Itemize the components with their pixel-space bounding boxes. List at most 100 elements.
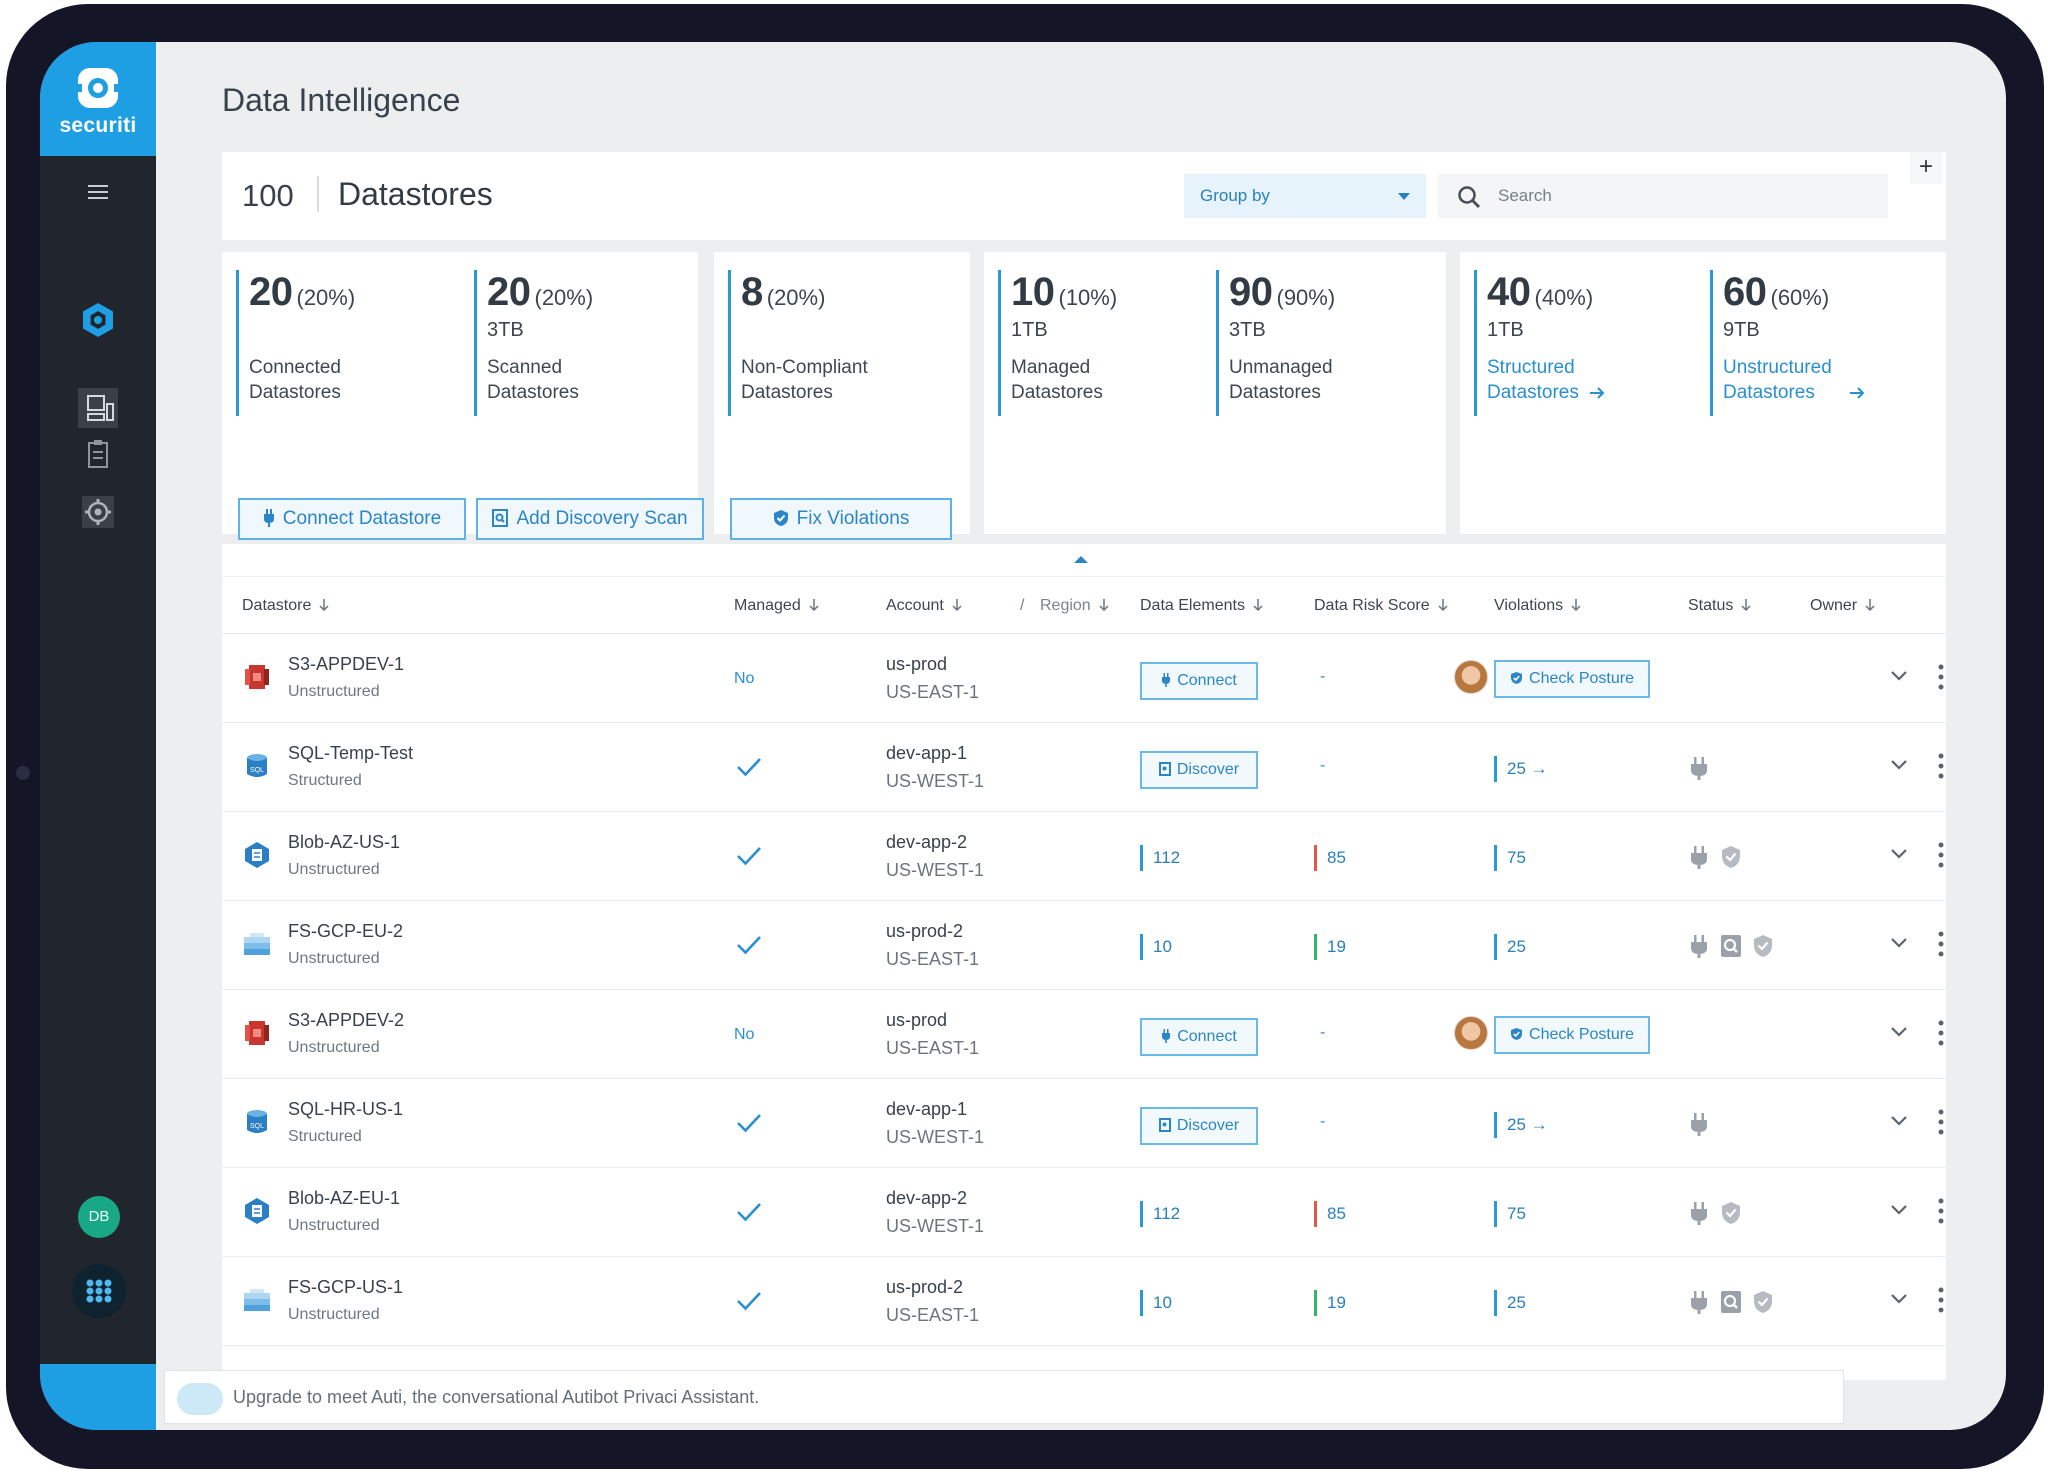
unstructured-datastores-link[interactable]: Unstructured Datastores: [1723, 355, 1913, 405]
expand-chevron-icon[interactable]: [1890, 1204, 1908, 1216]
stat-percent: (90%): [1276, 285, 1336, 310]
hamburger-menu-icon[interactable]: [84, 182, 112, 202]
expand-chevron-icon[interactable]: [1890, 1293, 1908, 1305]
col-account[interactable]: Account: [886, 597, 962, 615]
check-posture-button[interactable]: Check Posture: [1494, 1016, 1650, 1054]
violations-value[interactable]: 25 →: [1494, 756, 1548, 782]
sort-arrow-icon: [1865, 599, 1875, 611]
stat-noncompliant: 8 (20%) Non-Compliant Datastores: [728, 270, 931, 416]
col-data-risk-score[interactable]: Data Risk Score: [1314, 597, 1448, 615]
table-row[interactable]: SQL SQL-HR-US-1 Structured dev-app-1 US-WEST…: [222, 1079, 1946, 1168]
stat-structured[interactable]: 40 (40%) 1TB Structured Datastores: [1474, 270, 1677, 416]
col-datastore[interactable]: Datastore: [242, 597, 329, 615]
table-row[interactable]: S3-APPDEV-1 Unstructured No us-prod US-EAST-…: [222, 634, 1946, 723]
col-violations[interactable]: Violations: [1494, 597, 1581, 615]
row-menu-kebab-icon[interactable]: [1938, 664, 1944, 690]
connect-button[interactable]: Connect: [1140, 1018, 1258, 1056]
owner-avatar[interactable]: [1454, 660, 1488, 694]
expand-chevron-icon[interactable]: [1890, 670, 1908, 682]
table-row[interactable]: SQL SQL-Temp-Test Structured dev-app-1 US-WE…: [222, 723, 1946, 812]
row-menu-kebab-icon[interactable]: [1938, 1198, 1944, 1224]
aws-s3-icon: [245, 665, 269, 689]
col-managed[interactable]: Managed: [734, 597, 819, 615]
datastore-name[interactable]: S3-APPDEV-1: [288, 654, 405, 674]
expand-chevron-icon[interactable]: [1890, 1026, 1908, 1038]
expand-chevron-icon[interactable]: [1890, 848, 1908, 860]
caret-down-icon: [1398, 193, 1410, 200]
row-menu-kebab-icon[interactable]: [1938, 1020, 1944, 1046]
apps-grid-icon[interactable]: [72, 1264, 126, 1318]
datastore-name[interactable]: S3-APPDEV-2: [288, 1010, 405, 1030]
col-owner[interactable]: Owner: [1810, 597, 1875, 615]
assistant-banner[interactable]: Upgrade to meet Auti, the conversational…: [164, 1370, 1844, 1424]
discover-button[interactable]: Discover: [1140, 751, 1258, 789]
user-avatar[interactable]: DB: [78, 1196, 120, 1238]
brand-logo[interactable]: securiti: [40, 42, 156, 156]
account-name: dev-app-2: [886, 832, 968, 852]
row-menu-kebab-icon[interactable]: [1938, 1287, 1944, 1313]
brand-name: securiti: [59, 114, 137, 137]
connected-plug-icon: [1691, 1291, 1707, 1314]
group-by-dropdown[interactable]: Group by: [1184, 174, 1426, 218]
datastore-name[interactable]: Blob-AZ-US-1: [288, 832, 401, 852]
stat-size: 9TB: [1723, 319, 1760, 341]
stats-card-structure: 40 (40%) 1TB Structured Datastores 60 (60%)…: [1460, 252, 1946, 534]
aws-s3-icon: [245, 1021, 269, 1045]
table-row[interactable]: Blob-AZ-EU-1 Unstructured dev-app-2 US-WEST…: [222, 1168, 1946, 1257]
datastore-name[interactable]: FS-GCP-US-1: [288, 1277, 404, 1297]
scan-magnifier-icon: [1721, 935, 1741, 957]
collapse-stats-caret-icon[interactable]: [1074, 556, 1088, 563]
add-discovery-scan-button[interactable]: Add Discovery Scan: [476, 498, 704, 540]
col-data-elements[interactable]: Data Elements: [1140, 597, 1263, 615]
sort-arrow-icon: [1253, 599, 1263, 611]
connect-button[interactable]: Connect: [1140, 662, 1258, 700]
add-button[interactable]: +: [1910, 152, 1942, 184]
arrow-right-icon: [1849, 387, 1865, 399]
row-menu-kebab-icon[interactable]: [1938, 931, 1944, 957]
datastore-type: Unstructured: [288, 1039, 380, 1056]
row-menu-kebab-icon[interactable]: [1938, 1109, 1944, 1135]
violations-value[interactable]: 25 →: [1494, 1112, 1548, 1138]
row-menu-kebab-icon[interactable]: [1938, 753, 1944, 779]
structured-datastores-link[interactable]: Structured Datastores: [1487, 355, 1677, 405]
data-intelligence-nav-icon[interactable]: [78, 300, 118, 340]
datastore-name[interactable]: Blob-AZ-EU-1: [288, 1188, 401, 1208]
table-row[interactable]: S3-APPDEV-2 Unstructured No us-prod US-EAST-…: [222, 990, 1946, 1079]
data-elements-value: 10: [1140, 1290, 1172, 1316]
stat-managed: 10 (10%) 1TB Managed Datastores: [998, 270, 1201, 416]
risk-score-value: 85: [1314, 1201, 1346, 1227]
violations-value[interactable]: 25: [1494, 1290, 1526, 1316]
securiti-logo-icon: [74, 68, 122, 108]
search-box[interactable]: [1438, 174, 1888, 218]
account-name: dev-app-1: [886, 743, 968, 763]
connect-datastore-button[interactable]: Connect Datastore: [238, 498, 466, 540]
col-status[interactable]: Status: [1688, 597, 1751, 615]
stat-size: 3TB: [487, 319, 524, 341]
clipboard-nav-icon[interactable]: [78, 434, 118, 474]
owner-avatar[interactable]: [1454, 1016, 1488, 1050]
expand-chevron-icon[interactable]: [1890, 759, 1908, 771]
violations-value[interactable]: 75: [1494, 1201, 1526, 1227]
check-posture-button[interactable]: Check Posture: [1494, 660, 1650, 698]
stat-unstructured[interactable]: 60 (60%) 9TB Unstructured Datastores: [1710, 270, 1913, 416]
fix-violations-button[interactable]: Fix Violations: [730, 498, 952, 540]
col-region[interactable]: Region: [1040, 597, 1109, 615]
datastore-name[interactable]: FS-GCP-EU-2: [288, 921, 404, 941]
search-input[interactable]: [1498, 174, 1868, 218]
violations-value[interactable]: 75: [1494, 845, 1526, 871]
stat-percent: (20%): [534, 285, 594, 310]
table-row[interactable]: FS-GCP-EU-2 Unstructured us-prod-2 US-EAST-…: [222, 901, 1946, 990]
expand-chevron-icon[interactable]: [1890, 937, 1908, 949]
settings-nav-icon[interactable]: [78, 492, 118, 532]
dashboard-nav-icon[interactable]: [78, 388, 118, 428]
datastore-name[interactable]: SQL-HR-US-1: [288, 1099, 404, 1119]
row-menu-kebab-icon[interactable]: [1938, 842, 1944, 868]
expand-chevron-icon[interactable]: [1890, 1115, 1908, 1127]
connected-plug-icon: [1691, 757, 1707, 780]
table-row[interactable]: Blob-AZ-US-1 Unstructured dev-app-2 US-WEST…: [222, 812, 1946, 901]
discover-button[interactable]: Discover: [1140, 1107, 1258, 1145]
table-row[interactable]: FS-GCP-US-1 Unstructured us-prod-2 US-EAST-…: [222, 1257, 1946, 1346]
violations-value[interactable]: 25: [1494, 934, 1526, 960]
sort-arrow-icon: [1099, 599, 1109, 611]
datastore-name[interactable]: SQL-Temp-Test: [288, 743, 414, 763]
